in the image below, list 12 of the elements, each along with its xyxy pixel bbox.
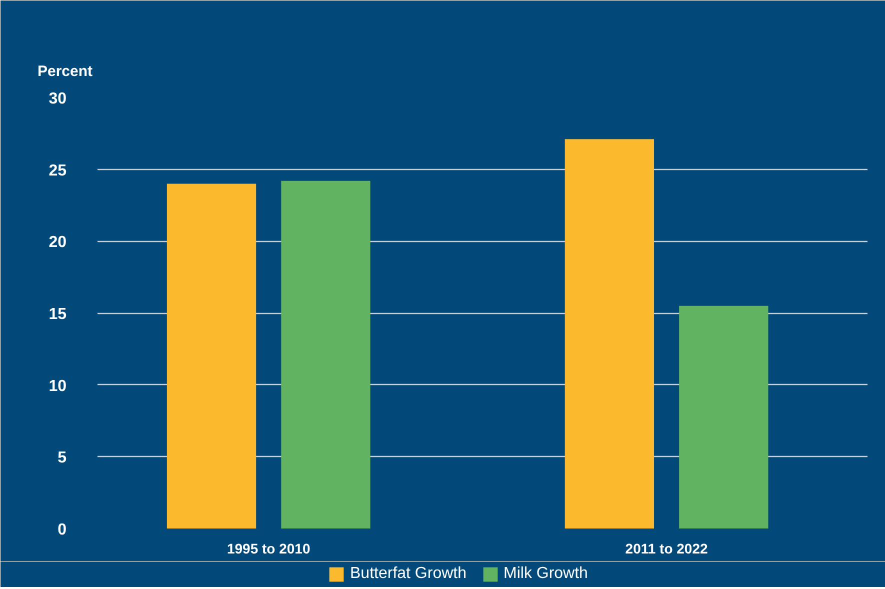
x-tick-label: 2011 to 2022 — [625, 540, 708, 556]
legend-label: Butterfat Growth — [350, 565, 466, 583]
y-tick-label: 10 — [48, 378, 67, 395]
y-axis-title: Percent — [38, 63, 93, 80]
x-tick-label: 1995 to 2010 — [226, 540, 310, 556]
y-tick-label: 20 — [48, 234, 67, 252]
y-tick-label: 15 — [48, 306, 67, 323]
y-tick-label: 0 — [58, 522, 67, 538]
y-tick-label: 25 — [48, 162, 67, 180]
y-tick-label: 30 — [48, 90, 67, 108]
y-tick-label: 5 — [58, 450, 67, 467]
legend-label: Milk Growth — [504, 565, 588, 583]
